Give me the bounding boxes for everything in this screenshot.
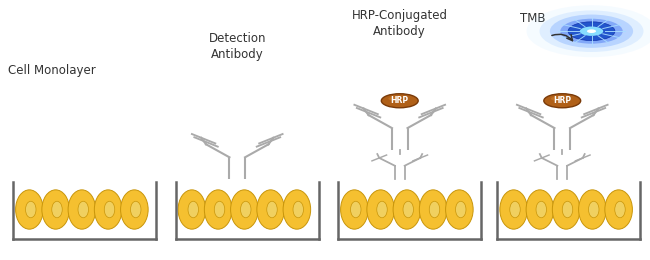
Ellipse shape (283, 190, 311, 229)
Ellipse shape (367, 190, 395, 229)
Ellipse shape (266, 201, 278, 218)
Ellipse shape (25, 201, 36, 218)
Ellipse shape (42, 190, 70, 229)
Text: HRP-Conjugated
Antibody: HRP-Conjugated Antibody (352, 9, 448, 38)
Ellipse shape (615, 201, 625, 218)
Ellipse shape (240, 201, 251, 218)
Ellipse shape (403, 201, 413, 218)
Ellipse shape (94, 190, 122, 229)
Ellipse shape (121, 190, 148, 229)
Ellipse shape (131, 201, 141, 218)
Ellipse shape (552, 190, 580, 229)
Text: Detection
Antibody: Detection Antibody (209, 32, 266, 61)
Ellipse shape (500, 190, 527, 229)
Ellipse shape (68, 190, 96, 229)
Ellipse shape (456, 201, 466, 218)
Ellipse shape (568, 22, 615, 41)
Text: HRP: HRP (553, 96, 571, 105)
Ellipse shape (204, 190, 232, 229)
Ellipse shape (560, 19, 623, 44)
Ellipse shape (510, 201, 520, 218)
Ellipse shape (587, 29, 596, 33)
Ellipse shape (578, 190, 606, 229)
Ellipse shape (540, 10, 644, 52)
Ellipse shape (526, 5, 650, 57)
Ellipse shape (588, 201, 599, 218)
Ellipse shape (293, 201, 304, 218)
Ellipse shape (257, 190, 285, 229)
Ellipse shape (393, 190, 421, 229)
Ellipse shape (536, 201, 547, 218)
Ellipse shape (382, 94, 418, 108)
Ellipse shape (551, 96, 563, 101)
Text: HRP: HRP (391, 96, 409, 105)
Ellipse shape (341, 190, 368, 229)
Ellipse shape (526, 190, 554, 229)
Text: Cell Monolayer: Cell Monolayer (8, 64, 96, 77)
Ellipse shape (78, 201, 88, 218)
Ellipse shape (231, 190, 258, 229)
Text: TMB: TMB (520, 12, 546, 25)
Ellipse shape (377, 201, 387, 218)
Ellipse shape (388, 96, 400, 101)
Ellipse shape (562, 201, 573, 218)
Ellipse shape (214, 201, 225, 218)
Ellipse shape (544, 94, 580, 108)
Ellipse shape (350, 201, 361, 218)
Ellipse shape (429, 201, 440, 218)
Ellipse shape (104, 201, 115, 218)
Ellipse shape (580, 27, 603, 36)
Ellipse shape (178, 190, 205, 229)
Ellipse shape (16, 190, 43, 229)
Ellipse shape (419, 190, 447, 229)
Ellipse shape (605, 190, 632, 229)
Ellipse shape (188, 201, 198, 218)
Ellipse shape (446, 190, 473, 229)
Ellipse shape (550, 15, 633, 48)
Ellipse shape (52, 201, 62, 218)
